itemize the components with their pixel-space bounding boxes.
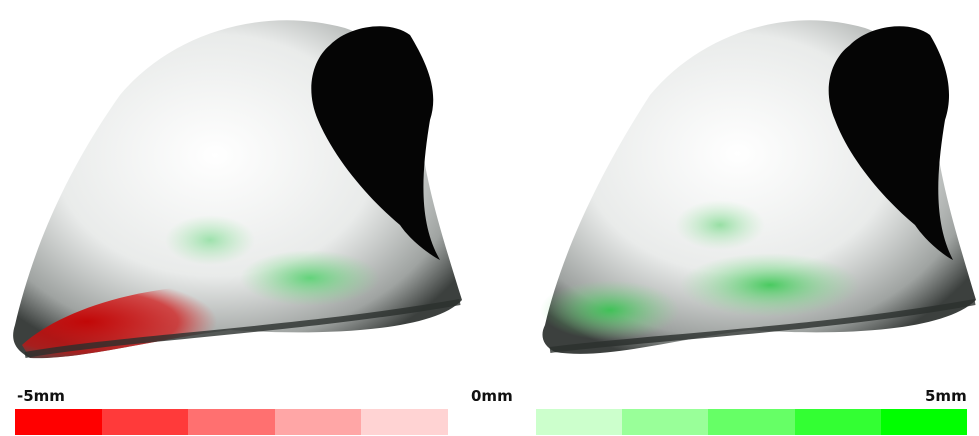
right-black-region: [828, 26, 953, 260]
positive-scale-swatch-3: [708, 409, 795, 435]
left-green-patch-2: [165, 215, 255, 265]
negative-scale-swatch-2: [101, 409, 189, 435]
left-surface-svg: [13, 20, 462, 359]
positive-scale-swatch-1: [536, 409, 623, 435]
left-green-patch-1: [240, 250, 380, 306]
negative-scale-swatch-4: [274, 409, 362, 435]
right-green-patch-3: [675, 200, 765, 250]
positive-scale-swatch-4: [794, 409, 881, 435]
right-bottom-edge: [549, 299, 976, 353]
positive-scale-swatch-5: [880, 409, 968, 435]
scale-mid-label: 0mm: [471, 387, 513, 405]
negative-scale-swatch-3: [188, 409, 275, 435]
right-deviation-render: [520, 0, 979, 380]
right-surface-svg: [540, 20, 976, 354]
left-bottom-edge: [24, 299, 461, 358]
negative-color-scale: [15, 409, 448, 435]
left-black-region: [311, 26, 440, 260]
positive-color-scale: [536, 409, 968, 435]
right-green-patch-2: [680, 253, 860, 317]
positive-scale-swatch-2: [622, 409, 709, 435]
scale-min-label: -5mm: [17, 387, 65, 405]
negative-scale-swatch-5: [361, 409, 448, 435]
scale-max-label: 5mm: [925, 387, 967, 405]
negative-scale-swatch-1: [15, 409, 102, 435]
left-deviation-render: [0, 0, 480, 380]
left-red-region: [22, 285, 239, 359]
right-green-patch-1: [540, 280, 680, 340]
